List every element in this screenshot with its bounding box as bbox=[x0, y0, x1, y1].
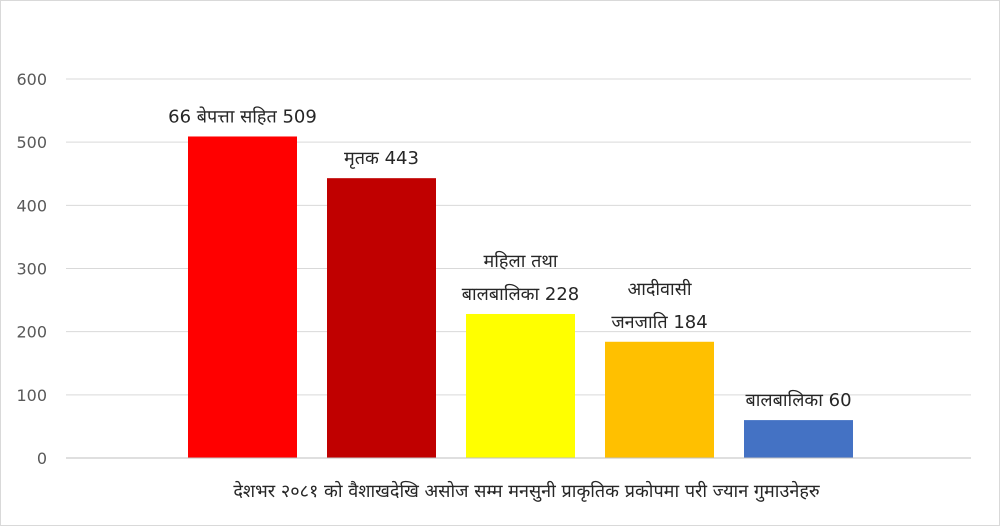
x-axis-label: देशभर २०८१ को वैशाखदेखि असोज सम्म मनसुनी… bbox=[233, 480, 820, 502]
bar[interactable] bbox=[188, 136, 297, 458]
y-tick-label: 300 bbox=[16, 260, 47, 279]
data-label: आदीवासी bbox=[627, 278, 691, 300]
y-tick-label: 100 bbox=[16, 386, 47, 405]
data-label: जनजाति 184 bbox=[611, 311, 707, 333]
bars bbox=[188, 136, 853, 458]
y-tick-label: 200 bbox=[16, 323, 47, 342]
data-labels: 66 बेपत्ता सहित 509 मृतक 443 महिला तथा बालब… bbox=[168, 105, 851, 411]
y-tick-label: 500 bbox=[16, 133, 47, 152]
bar[interactable] bbox=[327, 178, 436, 458]
y-axis-ticks: 0 100 200 300 400 500 600 bbox=[16, 70, 47, 468]
bar[interactable] bbox=[744, 420, 853, 458]
data-label: मृतक 443 bbox=[344, 148, 419, 169]
data-label: बालबालिका 60 bbox=[745, 389, 851, 411]
data-label: 66 बेपत्ता सहित 509 bbox=[168, 105, 317, 127]
bar[interactable] bbox=[605, 341, 714, 458]
y-tick-label: 0 bbox=[37, 449, 47, 468]
y-tick-label: 600 bbox=[16, 70, 47, 89]
data-label: बालबालिका 228 bbox=[462, 283, 580, 305]
bar[interactable] bbox=[466, 313, 575, 458]
y-tick-label: 400 bbox=[16, 196, 47, 215]
data-label: महिला तथा bbox=[484, 250, 558, 272]
